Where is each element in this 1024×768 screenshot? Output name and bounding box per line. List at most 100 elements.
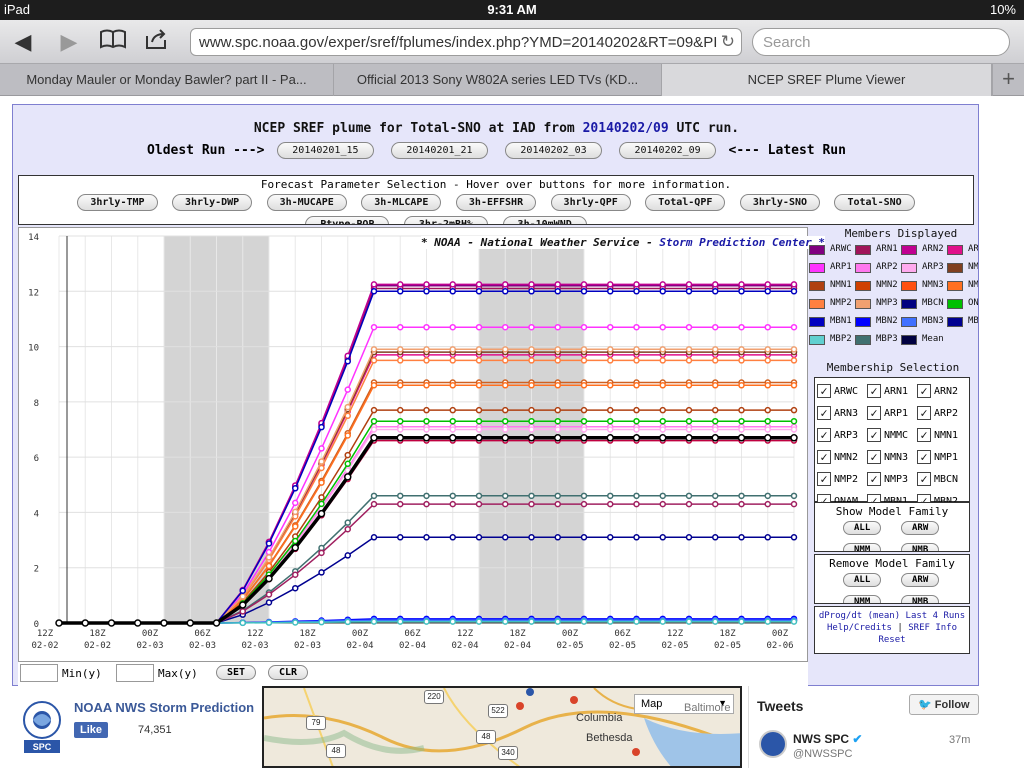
remove-nmm-button[interactable]: NMM (843, 595, 882, 603)
param-button-3hrly-tmp[interactable]: 3hrly-TMP (77, 194, 158, 212)
reload-icon[interactable]: ↻ (720, 32, 735, 51)
member-checkbox-arwc[interactable]: ✓ ARWC (817, 382, 867, 402)
remove-nmb-button[interactable]: NMB (901, 595, 940, 603)
param-button-3h-mlcape[interactable]: 3h-MLCAPE (361, 194, 442, 212)
member-checkbox-mbcn[interactable]: ✓ MBCN (917, 470, 967, 490)
param-button-total-sno[interactable]: Total-SNO (834, 194, 915, 212)
checkbox-checked-icon[interactable]: ✓ (817, 428, 831, 442)
member-checkbox-arn2[interactable]: ✓ ARN2 (917, 382, 967, 402)
series-point (423, 323, 430, 331)
clr-button[interactable]: CLR (268, 665, 309, 680)
checkbox-checked-icon[interactable]: ✓ (867, 472, 881, 486)
checkbox-checked-icon[interactable]: ✓ (917, 428, 931, 442)
series-point (712, 346, 719, 353)
tweet-author-name[interactable]: NWS SPC ✔ (793, 732, 862, 746)
min-y-input[interactable] (20, 664, 58, 682)
follow-button[interactable]: 🐦 Follow (909, 694, 979, 715)
series-point (502, 534, 509, 541)
checkbox-checked-icon[interactable]: ✓ (917, 406, 931, 420)
param-button-3hr-2mrh[interactable]: 3hr-2mRH% (403, 216, 489, 224)
checkbox-checked-icon[interactable]: ✓ (817, 384, 831, 398)
reset-link[interactable]: Reset (878, 635, 906, 645)
search-input[interactable]: Search (752, 28, 1010, 56)
member-checkbox-nmn3[interactable]: ✓ NMN3 (867, 448, 917, 468)
member-checkbox-arn1[interactable]: ✓ ARN1 (867, 382, 917, 402)
run-button-20140202-03[interactable]: 20140202_03 (505, 142, 602, 159)
checkbox-checked-icon[interactable]: ✓ (867, 406, 881, 420)
checkbox-checked-icon[interactable]: ✓ (917, 384, 931, 398)
member-checkbox-nmp2[interactable]: ✓ NMP2 (817, 470, 867, 490)
tab-monday-mauler[interactable]: Monday Mauler or Monday Bawler? part II … (0, 64, 334, 96)
checkbox-checked-icon[interactable]: ✓ (867, 384, 881, 398)
run-button-20140202-09[interactable]: 20140202_09 (619, 142, 716, 159)
run-button-20140201-21[interactable]: 20140201_21 (391, 142, 488, 159)
back-icon[interactable]: ◀ (14, 29, 32, 54)
avatar[interactable] (759, 730, 787, 758)
dprog-link[interactable]: dProg/dt (mean) Last 4 Runs (818, 611, 966, 621)
member-checkbox-nmn1[interactable]: ✓ NMN1 (917, 426, 967, 446)
series-point (449, 288, 456, 295)
series-point (738, 288, 745, 295)
member-checkbox-nmn2[interactable]: ✓ NMN2 (817, 448, 867, 468)
param-button-3h-10mwnd[interactable]: 3h-10mWND (502, 216, 587, 224)
series-point (292, 485, 299, 492)
param-button-3hrly-sno[interactable]: 3hrly-SNO (739, 194, 821, 212)
help-credits-link[interactable]: Help/Credits (826, 623, 892, 633)
member-checkbox-arn3[interactable]: ✓ ARN3 (817, 404, 867, 424)
set-button[interactable]: SET (216, 665, 257, 680)
param-button-total-qpf[interactable]: Total-QPF (645, 194, 726, 212)
member-checkbox-nmp1[interactable]: ✓ NMP1 (917, 448, 967, 468)
address-bar[interactable]: www.spc.noaa.gov/exper/sref/fplumes/inde… (190, 28, 742, 56)
param-button-ptype-pop[interactable]: Ptype-POP (305, 216, 390, 224)
checkbox-checked-icon[interactable]: ✓ (817, 406, 831, 420)
series-point (449, 357, 456, 364)
map-type-select[interactable]: Map ▼ (634, 694, 734, 714)
url-text: www.spc.noaa.gov/exper/sref/fplumes/inde… (199, 34, 718, 51)
forward-icon[interactable]: ▶ (60, 29, 78, 54)
facebook-page-name[interactable]: NOAA NWS Storm Prediction (74, 700, 255, 715)
remove-all-button[interactable]: ALL (843, 573, 882, 587)
checkbox-checked-icon[interactable]: ✓ (917, 472, 931, 486)
param-button-3hrly-dwp[interactable]: 3hrly-DWP (171, 194, 253, 212)
y-tick-label: 2 (34, 565, 39, 575)
member-checkbox-nmmc[interactable]: ✓ NMMC (867, 426, 917, 446)
checkbox-checked-icon[interactable]: ✓ (917, 450, 931, 464)
checkbox-checked-icon[interactable]: ✓ (867, 450, 881, 464)
share-icon[interactable] (142, 28, 172, 56)
show-nmb-button[interactable]: NMB (901, 543, 940, 551)
series-point (528, 417, 535, 425)
series-point (291, 544, 299, 552)
member-checkbox-arp1[interactable]: ✓ ARP1 (867, 404, 917, 424)
checkbox-checked-icon[interactable]: ✓ (867, 428, 881, 442)
show-all-button[interactable]: ALL (843, 521, 882, 535)
param-button-3h-mucape[interactable]: 3h-MUCAPE (266, 194, 347, 212)
member-checkbox-arp3[interactable]: ✓ ARP3 (817, 426, 867, 446)
sref-info-link[interactable]: SREF Info (908, 623, 958, 633)
show-nmm-button[interactable]: NMM (843, 543, 882, 551)
tab-sref-plume-viewer[interactable]: NCEP SREF Plume Viewer (662, 64, 992, 96)
bookmarks-icon[interactable] (98, 28, 128, 56)
member-checkbox-nmp3[interactable]: ✓ NMP3 (867, 470, 917, 490)
series-point (423, 382, 430, 389)
series-point (554, 426, 561, 433)
route-shield: 48 (476, 730, 496, 744)
member-checkbox-arp2[interactable]: ✓ ARP2 (917, 404, 967, 424)
map-widget[interactable]: Map ▼ Columbia Bethesda Baltimore 220 52… (262, 686, 742, 768)
tab-sony-tv[interactable]: Official 2013 Sony W802A series LED TVs … (334, 64, 662, 96)
remove-arw-button[interactable]: ARW (901, 573, 940, 587)
param-button-3h-effshr[interactable]: 3h-EFFSHR (455, 194, 537, 212)
series-point (712, 618, 719, 625)
checkbox-checked-icon[interactable]: ✓ (817, 472, 831, 486)
checkbox-checked-icon[interactable]: ✓ (817, 450, 831, 464)
x-tick-date-label: 02-03 (241, 641, 268, 651)
member-legend-row: MBP2 MBP3 Mean (808, 331, 978, 349)
param-button-3hrly-qpf[interactable]: 3hrly-QPF (550, 194, 631, 212)
series-point (659, 406, 666, 414)
show-arw-button[interactable]: ARW (901, 521, 940, 535)
facebook-like-button[interactable]: Like (74, 722, 109, 738)
new-tab-icon[interactable]: + (992, 64, 1024, 96)
series-point (659, 357, 666, 364)
series-point (502, 346, 509, 353)
max-y-input[interactable] (116, 664, 154, 682)
run-button-20140201-15[interactable]: 20140201_15 (277, 142, 374, 159)
